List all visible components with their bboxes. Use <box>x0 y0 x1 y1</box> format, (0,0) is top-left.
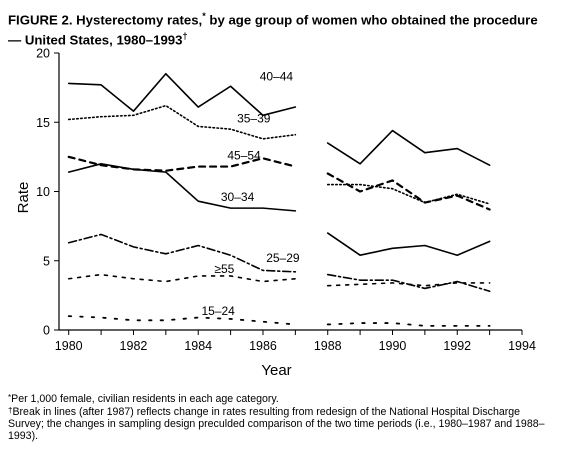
series-line-2-before-1988 <box>67 104 297 140</box>
title-footnote-mark-2: † <box>182 31 188 42</box>
series-line-3-after-1987 <box>326 172 491 211</box>
title-line1-rest: by age group of women who obtained the p… <box>205 12 538 28</box>
footnote-1-text: Per 1,000 female, civilian residents in … <box>11 393 279 405</box>
title-line1: FIGURE 2. Hysterectomy rates, <box>8 12 203 28</box>
x-tick-label: 1994 <box>508 339 536 353</box>
series-label-7: 15–24 <box>201 304 235 318</box>
title-line2: — United States, 1980–1993 <box>8 32 183 48</box>
line-chart: 0 5 10 15 20 1980 1982 1984 1986 1988 1990 1992 1994… <box>15 47 536 380</box>
series-line-1-before-1988 <box>67 72 297 117</box>
title-footnote-mark: * <box>202 11 206 21</box>
footnote-1: *Per 1,000 female, civilian residents in… <box>8 393 279 405</box>
x-tick-label: 1990 <box>379 339 407 353</box>
series-line-2-after-1987 <box>326 183 491 205</box>
series-line-5-before-1988 <box>67 233 297 273</box>
y-tick-label: 20 <box>36 47 50 61</box>
series-line-4-after-1987 <box>326 232 491 257</box>
x-tick-label: 1988 <box>314 339 342 353</box>
series-line-7-after-1987 <box>326 322 491 327</box>
figure-title: FIGURE 2. Hysterectomy rates,* by age gr… <box>8 8 556 49</box>
x-tick-label: 1986 <box>249 339 277 353</box>
x-axis-label: Year <box>261 362 291 379</box>
footnote-2-mark: † <box>8 406 13 415</box>
y-tick-label: 15 <box>36 116 50 130</box>
series-label-4: 30–34 <box>221 190 255 204</box>
series-label-3: 45–54 <box>227 149 261 163</box>
series-label-5: 25–29 <box>266 251 300 265</box>
y-axis-label: Rate <box>15 182 32 214</box>
y-tick-label: 5 <box>43 254 50 268</box>
series-line-1-after-1987 <box>326 129 491 166</box>
series-label-6: ≥55 <box>214 262 234 276</box>
footnote-2: †Break in lines (after 1987) reflects ch… <box>8 406 548 442</box>
footnote-2-text: Break in lines (after 1987) reflects cha… <box>8 406 545 442</box>
x-tick-label: 1984 <box>184 339 212 353</box>
y-tick-label: 0 <box>43 324 50 338</box>
series-line-7-before-1988 <box>67 315 297 326</box>
series-line-6-after-1987 <box>326 282 491 287</box>
series-label-2: 35–39 <box>237 111 271 125</box>
series-line-4-before-1988 <box>67 163 297 212</box>
series-label-1: 40–44 <box>260 70 294 84</box>
title-line2-wrap: — United States, 1980–1993† <box>8 28 556 48</box>
x-tick-label: 1980 <box>55 339 83 353</box>
y-tick-label: 10 <box>36 185 50 199</box>
x-tick-label: 1982 <box>120 339 148 353</box>
series-line-6-before-1988 <box>67 273 297 283</box>
x-tick-label: 1992 <box>443 339 471 353</box>
footnote-1-mark: * <box>8 393 12 402</box>
series-line-3-before-1988 <box>67 155 297 172</box>
